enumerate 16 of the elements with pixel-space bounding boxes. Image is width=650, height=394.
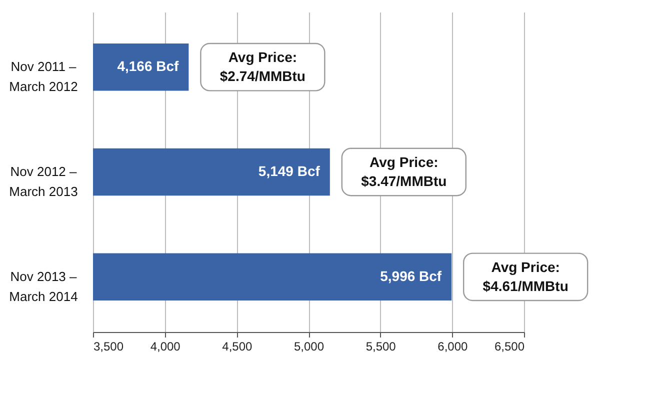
x-tick-label: 6,000 [438,340,468,354]
y-tick-label: Nov 2011 – March 2012 [9,59,78,94]
x-tick-label: 4,000 [150,340,181,354]
y-tick-label: Nov 2012 – March 2013 [9,164,78,199]
data-label: 5,996 Bcf [380,268,442,284]
data-label: 4,166 Bcf [117,58,180,74]
x-tick-label: 3,500 [94,340,124,354]
annotation: Avg Price: $4.61/MMBtu [482,258,568,294]
x-tick-label: 5,500 [366,340,396,354]
y-tick-label: Nov 2013 – March 2014 [9,268,78,304]
annotation: Avg Price: $3.47/MMBtu [361,154,447,189]
x-tick-label: 6,500 [494,340,525,354]
x-tick-label: 4,500 [222,340,253,354]
annotation: Avg Price: $2.74/MMBtu [220,49,306,84]
x-tick-label: 5,000 [294,340,324,354]
data-label: 5,149 Bcf [258,163,320,179]
